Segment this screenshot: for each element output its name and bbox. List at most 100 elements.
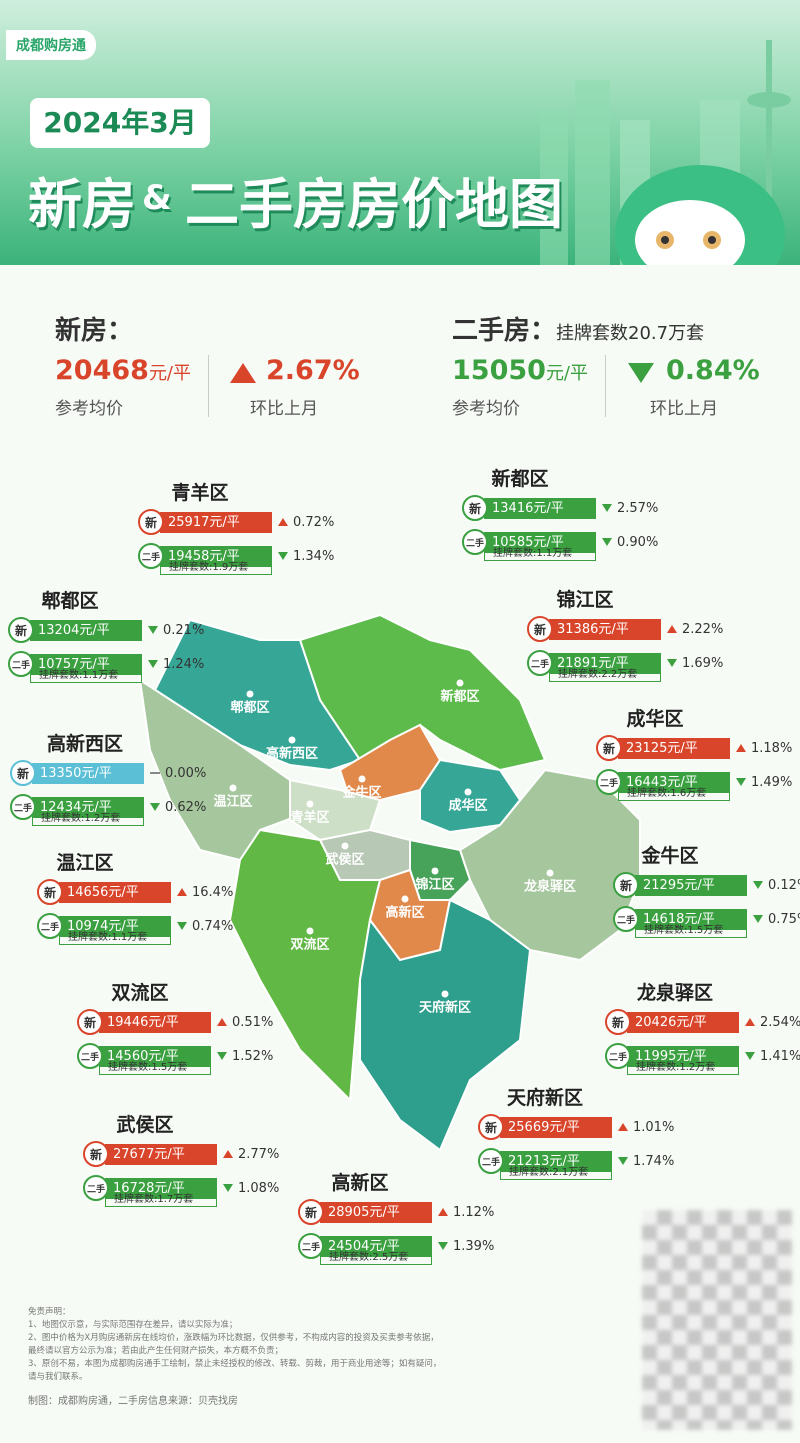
tag: 二手: [605, 1043, 631, 1069]
district-name: 新都区: [491, 468, 549, 490]
divider: [605, 355, 606, 417]
district-dot: [341, 842, 349, 850]
change-arrow: [223, 1150, 233, 1158]
title-amp: &: [142, 178, 172, 218]
price-badge: 24504元/平: [320, 1235, 432, 1257]
district-name: 青羊区: [171, 482, 229, 504]
change-arrow: [223, 1184, 233, 1192]
change: 1.24%: [163, 656, 205, 672]
summary-label: 新房：: [55, 316, 134, 346]
change: 0.51%: [232, 1014, 274, 1030]
change-arrow: [177, 888, 187, 896]
price-badge: 21891元/平: [549, 652, 661, 674]
listings: 挂牌套数:2.5万套: [320, 1247, 432, 1265]
unit: 元/平: [148, 363, 192, 384]
price-row: 二手 10585元/平 0.90%: [462, 529, 659, 555]
map-label: 金牛区: [341, 785, 381, 801]
district-name: 双流区: [111, 982, 169, 1004]
tag: 新: [298, 1199, 324, 1225]
listings: 挂牌套数:1.2万套: [32, 808, 144, 826]
change-arrow: [438, 1208, 448, 1216]
change: 0.62%: [165, 799, 207, 815]
district-dot: [246, 690, 254, 698]
tag: 新: [613, 872, 639, 898]
change: 1.74%: [633, 1153, 675, 1169]
tag: 二手: [77, 1043, 103, 1069]
change-arrow: [217, 1052, 227, 1060]
price-badge: 13204元/平: [30, 619, 142, 641]
tag: 新: [37, 879, 63, 905]
change: 2.77%: [238, 1146, 280, 1162]
change-arrow: [148, 626, 158, 634]
change-arrow: [150, 772, 160, 774]
district-name: 成华区: [626, 708, 684, 730]
price-row: 二手 21891元/平 1.69%: [527, 650, 724, 676]
price-badge: 25917元/平: [160, 511, 272, 533]
change-arrow: [278, 552, 288, 560]
price-badge: 12434元/平: [32, 796, 144, 818]
listings: 挂牌套数20.7万套: [556, 323, 705, 344]
district-name: 温江区: [56, 852, 114, 874]
caption: 参考均价: [452, 399, 520, 419]
listings: 挂牌套数:1.1万套: [484, 543, 596, 561]
disclaimer-line: 3、原创不易，本图为成都购房通手工绘制，禁止未经授权的修改、转载、剪裁，用于商业…: [28, 1359, 442, 1369]
price-badge: 19458元/平: [160, 545, 272, 567]
price-badge: 11995元/平: [627, 1045, 739, 1067]
price: 15050: [452, 355, 546, 386]
price-badge: 16728元/平: [105, 1177, 217, 1199]
change: 2.22%: [682, 621, 724, 637]
summary-price: 15050元/平: [452, 355, 588, 386]
district-dot: [464, 788, 472, 796]
tag: 二手: [10, 794, 36, 820]
price-badge: 13350元/平: [32, 762, 144, 784]
summary-change: 2.67%: [266, 355, 360, 386]
title-second: 二手房房价地图: [185, 173, 563, 236]
change: 0.75%: [768, 911, 800, 927]
listings: 挂牌套数:1.9万套: [160, 557, 272, 575]
map-label: 青羊区: [290, 810, 329, 826]
price-row: 新 31386元/平 2.22%: [527, 616, 724, 642]
price-row: 二手 16728元/平 1.08%: [83, 1175, 279, 1201]
tag: 新: [138, 509, 164, 535]
district-name: 锦江区: [556, 589, 614, 611]
change: 1.39%: [453, 1238, 495, 1254]
price-badge: 14560元/平: [99, 1045, 211, 1067]
change: 1.69%: [682, 655, 724, 671]
change-arrow: [230, 363, 256, 383]
change-arrow: [602, 504, 612, 512]
summary-price: 20468元/平: [55, 355, 191, 386]
change: 0.21%: [163, 622, 205, 638]
map-label: 天府新区: [419, 1000, 471, 1016]
change-arrow: [438, 1242, 448, 1250]
change-arrow: [618, 1157, 628, 1165]
district-name: 武侯区: [116, 1114, 174, 1136]
district-dot: [441, 990, 449, 998]
change: 1.18%: [751, 740, 793, 756]
change: 1.41%: [760, 1048, 800, 1064]
price-badge: 31386元/平: [549, 618, 661, 640]
listings: 挂牌套数:1.6万套: [618, 783, 730, 801]
district-name: 金牛区: [641, 845, 699, 867]
price-row: 新 25669元/平 1.01%: [478, 1114, 675, 1140]
map-label: 温江区: [213, 794, 252, 810]
change: 1.49%: [751, 774, 793, 790]
price-row: 二手 11995元/平 1.41%: [605, 1043, 800, 1069]
change: 0.90%: [617, 534, 659, 550]
change: 0.72%: [293, 514, 335, 530]
price-badge: 10757元/平: [30, 653, 142, 675]
change: 1.12%: [453, 1204, 495, 1220]
tag: 新: [462, 495, 488, 521]
summary-label: 二手房：挂牌套数20.7万套: [452, 310, 704, 347]
change-arrow: [150, 803, 160, 811]
district-name: 龙泉驿区: [636, 982, 714, 1004]
price-row: 二手 21213元/平 1.74%: [478, 1148, 675, 1174]
map-label: 高新区: [385, 905, 424, 921]
price-badge: 14656元/平: [59, 881, 171, 903]
change: 16.4%: [192, 884, 234, 900]
change-arrow: [602, 538, 612, 546]
change: 1.01%: [633, 1119, 675, 1135]
tag: 二手: [478, 1148, 504, 1174]
price-row: 二手 12434元/平 0.62%: [10, 794, 207, 820]
